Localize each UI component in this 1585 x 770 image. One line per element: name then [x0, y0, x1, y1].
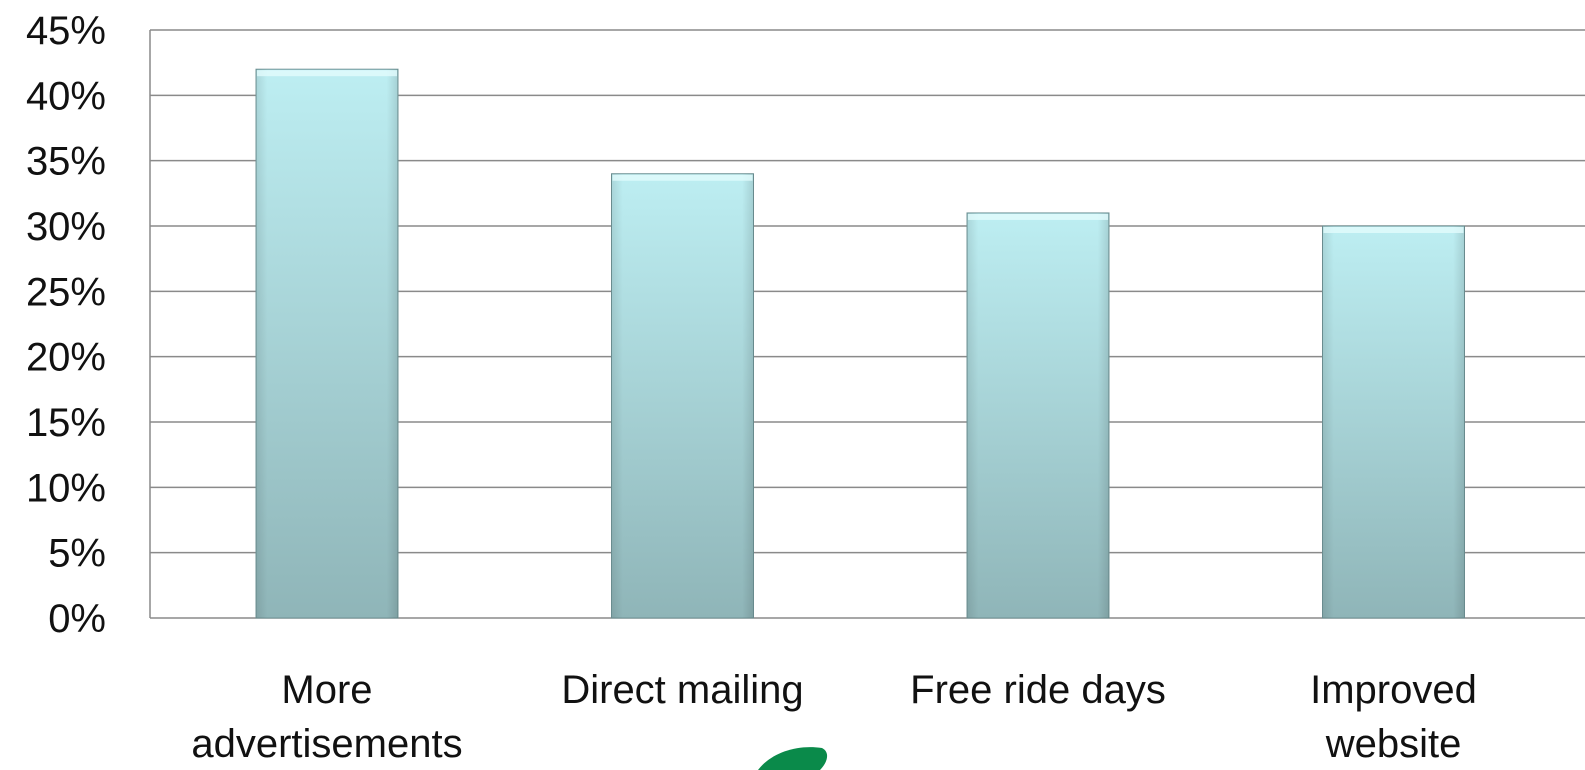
x-axis-category-labels: More advertisements Direct mailing Free rid… — [191, 668, 1476, 766]
bar — [612, 174, 754, 618]
leaf-logo-icon — [758, 747, 827, 770]
bar-highlight — [257, 70, 397, 76]
y-tick-label: 10% — [26, 466, 106, 510]
bars — [256, 69, 1465, 618]
bar — [1323, 226, 1465, 618]
x-category-label: Improved website — [1310, 668, 1477, 766]
x-category-label: More advertisements — [191, 668, 462, 766]
y-tick-label: 5% — [48, 532, 106, 576]
y-tick-label: 20% — [26, 336, 106, 380]
y-tick-label: 40% — [26, 74, 106, 118]
bar-shading — [967, 213, 1109, 618]
bar — [256, 69, 398, 618]
bar-highlight — [613, 175, 753, 181]
x-category-label: Direct mailing — [561, 668, 803, 712]
bar-highlight — [1324, 227, 1464, 233]
x-category-label: Free ride days — [910, 668, 1166, 712]
bar-shading — [612, 174, 754, 618]
bar — [967, 213, 1109, 618]
bar-shading — [1323, 226, 1465, 618]
y-tick-label: 25% — [26, 270, 106, 314]
bar-shading — [256, 69, 398, 618]
y-axis-tick-labels: 0% 5% 10% 15% 20% 25% 30% 35% 40% 45% — [26, 9, 106, 641]
y-tick-label: 30% — [26, 205, 106, 249]
bar-highlight — [968, 214, 1108, 220]
y-tick-label: 15% — [26, 401, 106, 445]
y-tick-label: 45% — [26, 9, 106, 53]
logo — [758, 747, 827, 770]
y-tick-label: 0% — [48, 597, 106, 641]
y-tick-label: 35% — [26, 140, 106, 184]
